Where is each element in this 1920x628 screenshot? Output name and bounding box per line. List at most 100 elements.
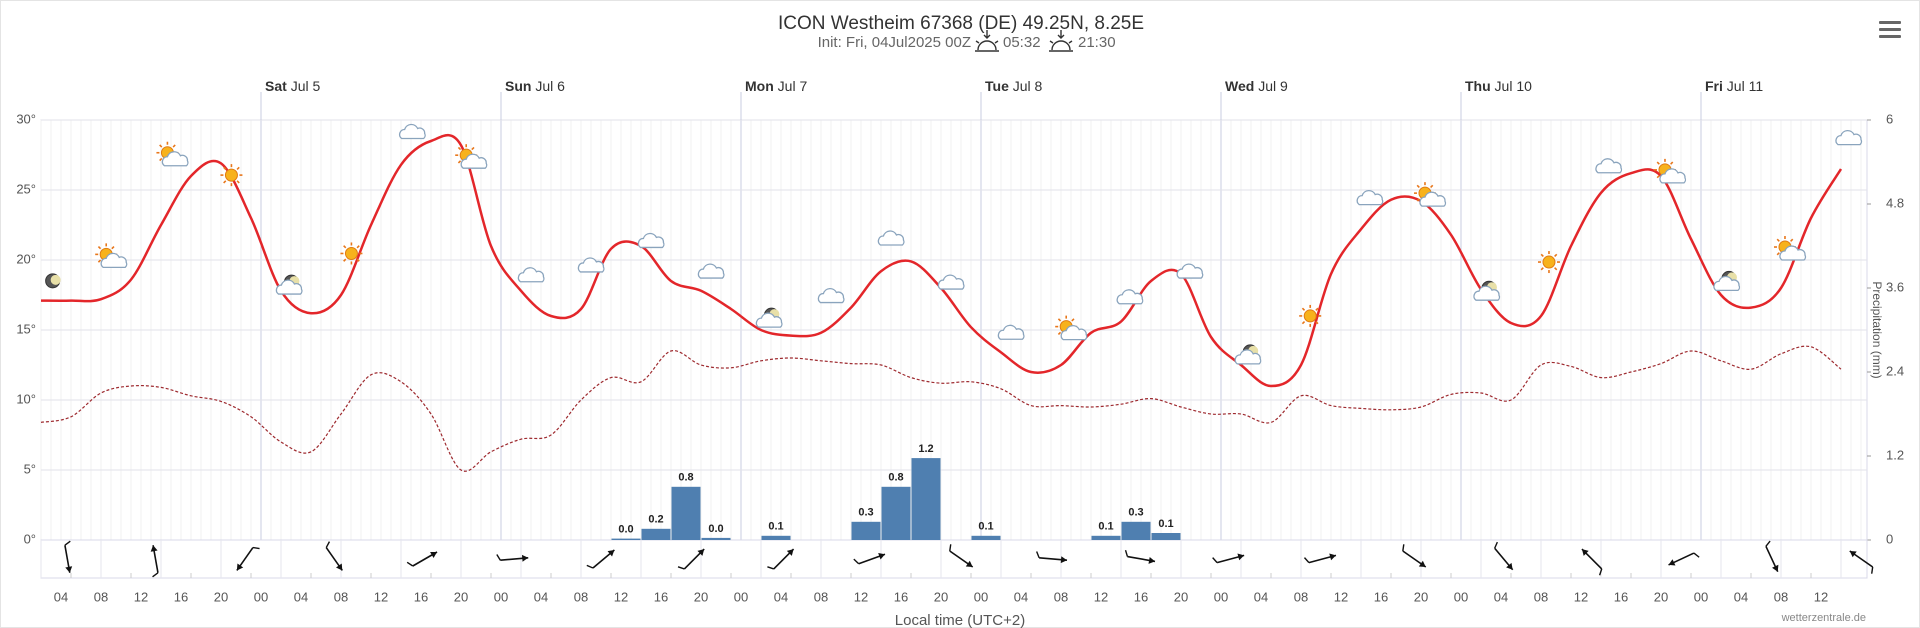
sun-ray [97,246,102,250]
cloud [161,151,189,167]
wind-row [40,539,1868,579]
precip-bar [881,486,911,540]
wind-head [150,545,158,552]
weekday: Sun [505,78,531,94]
cloud [1176,263,1204,279]
moon-lit [50,274,61,285]
x-tick-label: 20 [1654,589,1668,604]
sun-ray [457,146,462,151]
x-tick-label: 00 [494,589,508,604]
y2-tick-label: 1.2 [1886,447,1904,462]
weather-icon [1116,289,1144,305]
weather-icon [877,230,905,246]
sun-ray [1416,184,1420,189]
cloud [1659,168,1687,184]
weather-icon [997,324,1025,340]
x-tick-label: 16 [1134,589,1148,604]
day-label: Fri Jul 11 [1705,78,1763,94]
wind-head [786,549,794,556]
x-tick-label: 20 [214,589,228,604]
weather-icon [275,274,303,295]
sun-ray [1315,307,1319,311]
precip-bar [761,535,791,540]
date: Jul 11 [1727,78,1764,94]
x-tick-label: 00 [974,589,988,604]
precip-label: 0.8 [678,472,693,484]
sun-ray [172,144,176,148]
wind-arrow [1668,552,1700,566]
wind-barb [677,566,685,570]
sun [1542,255,1556,269]
weather-icon [1055,315,1088,341]
cloud [1779,245,1807,261]
x-tick-label: 08 [574,589,588,604]
weather-icon [1234,344,1262,365]
sun-ray [1057,331,1062,335]
weather-icon [156,141,189,167]
weather-icon [1835,130,1863,146]
wind-barb [64,540,71,546]
x-tick-label: 08 [814,589,828,604]
wind-barb [586,564,594,569]
wind-head [521,554,529,562]
wind-arrow [496,554,529,562]
day-label: Wed Jul 9 [1225,78,1288,94]
weekday: Mon [745,78,774,94]
wind-barb [1035,551,1040,559]
wind-arrow [1035,551,1068,564]
sun-ray [457,160,462,164]
day-label: Sat Jul 5 [265,78,320,94]
x-tick-label: 08 [1054,589,1068,604]
weather-icon [1653,158,1687,184]
wind-head [336,563,343,571]
sun-ray [236,180,240,184]
weekday: Thu [1465,78,1491,94]
precip-label: 0.8 [888,472,903,484]
weather-icon [1356,190,1384,206]
cloud [1116,289,1144,305]
sun-ray [1776,252,1780,256]
sun-ray [97,259,102,263]
wind-head [430,551,438,559]
cloud [937,274,965,290]
x-tick-label: 12 [1814,589,1828,604]
precip-bar [671,486,701,540]
x-tick-label: 12 [614,589,628,604]
sun-ray [1540,267,1544,271]
wind-head [1668,559,1676,566]
x-tick-label: 16 [174,589,188,604]
date: Jul 5 [291,78,321,94]
wind-arrow [1212,553,1245,564]
wind-head [697,549,705,556]
cloud [1419,191,1447,207]
sun-ray [159,144,163,148]
y-tick-label: 25° [16,181,36,196]
wind-arrow [586,549,615,569]
x-tick-label: 00 [254,589,268,604]
wind-barb [496,554,501,561]
sun [344,246,358,260]
y2-tick-label: 3.6 [1886,279,1904,294]
y-tick-label: 30° [16,111,36,126]
precip-label: 0.1 [768,521,783,533]
day-label: Sun Jul 6 [505,78,565,94]
precip-label: 0.3 [1128,507,1143,519]
wind-barb [1212,557,1218,564]
sunset-time: 21:30 [1078,34,1116,51]
wind-barb [1303,557,1310,564]
weekday: Fri [1705,78,1723,94]
x-tick-label: 20 [454,589,468,604]
x-tick-label: 20 [1174,589,1188,604]
menu-button[interactable] [1879,21,1901,38]
precip-label: 0.1 [1098,521,1113,533]
x-tick-label: 04 [54,589,68,604]
date: Jul 9 [1258,78,1288,94]
precip-bar [641,528,671,540]
wind-arrow [1581,548,1603,576]
sun-ray [223,180,227,184]
cloud [1713,275,1741,292]
wind-arrow [1402,544,1427,568]
sun-ray [1554,253,1558,257]
